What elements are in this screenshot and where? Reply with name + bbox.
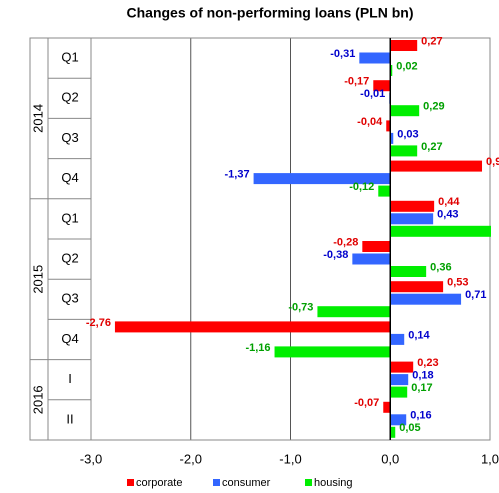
value-label: 0,27 xyxy=(421,35,442,47)
value-label: -0,17 xyxy=(344,76,369,88)
value-label: -2,76 xyxy=(86,317,111,329)
x-tick-label: -2,0 xyxy=(180,451,202,466)
bar xyxy=(390,361,414,373)
value-label: 0,27 xyxy=(421,141,442,153)
value-label: 0,05 xyxy=(399,422,420,434)
value-label: 0,43 xyxy=(437,209,458,221)
legend-swatch xyxy=(127,479,134,486)
value-label: -0,73 xyxy=(288,302,313,314)
value-label: 0,71 xyxy=(465,289,486,301)
x-tick-label: 1,0 xyxy=(481,451,499,466)
value-label: 0,03 xyxy=(397,128,418,140)
bar xyxy=(274,346,391,358)
bar xyxy=(390,414,407,426)
bar xyxy=(390,213,434,225)
value-label: 0,17 xyxy=(411,382,432,394)
bar xyxy=(390,65,393,76)
value-label: -0,12 xyxy=(349,181,374,193)
value-label: -0,38 xyxy=(323,249,348,261)
value-label: 0,92 xyxy=(486,156,499,168)
bar xyxy=(359,52,391,64)
y-tick-label: Q3 xyxy=(61,291,78,306)
value-label: -1,16 xyxy=(245,342,270,354)
chart-title: Changes of non-performing loans (PLN bn) xyxy=(127,5,414,21)
bar xyxy=(390,266,427,277)
bar xyxy=(390,105,420,117)
bar xyxy=(390,40,418,51)
group-label: 2015 xyxy=(30,265,45,294)
value-label: -0,04 xyxy=(357,116,383,128)
bar xyxy=(390,225,491,237)
y-tick-label: II xyxy=(66,411,73,426)
value-label: 0,44 xyxy=(438,196,460,208)
bar xyxy=(373,80,391,92)
bar xyxy=(390,293,462,305)
value-label: -0,28 xyxy=(333,236,358,248)
legend-swatch xyxy=(305,479,312,486)
value-label: -0,31 xyxy=(330,48,355,60)
value-label: 0,29 xyxy=(423,101,444,113)
bar xyxy=(390,132,394,144)
bar xyxy=(383,401,391,413)
value-label: 0,18 xyxy=(412,370,433,382)
legend-label: corporate xyxy=(136,477,182,489)
value-label: -1,37 xyxy=(225,169,250,181)
value-label: 0,53 xyxy=(447,277,468,289)
bar xyxy=(390,200,435,212)
value-label: 0,23 xyxy=(417,357,438,369)
value-label: -0,07 xyxy=(354,397,379,409)
y-tick-label: Q1 xyxy=(61,210,78,225)
y-tick-label: Q4 xyxy=(61,331,78,346)
value-label: 0,16 xyxy=(410,410,431,422)
bar xyxy=(378,185,391,197)
bar xyxy=(352,253,391,265)
value-label: 0,02 xyxy=(396,60,417,72)
group-label: 2014 xyxy=(30,104,45,133)
y-tick-label: I xyxy=(68,371,72,386)
legend-label: housing xyxy=(314,477,353,489)
bar xyxy=(317,306,391,318)
bar xyxy=(253,173,391,185)
category-frame xyxy=(29,37,491,441)
y-tick-label: Q2 xyxy=(61,251,78,266)
legend-label: consumer xyxy=(222,477,271,489)
bar xyxy=(390,145,418,157)
x-tick-label: 0,0 xyxy=(381,451,399,466)
x-tick-label: -3,0 xyxy=(80,451,102,466)
y-tick-label: Q1 xyxy=(61,50,78,65)
value-label: 0,36 xyxy=(430,261,451,273)
legend-swatch xyxy=(213,479,220,486)
bar xyxy=(114,321,391,333)
y-tick-label: Q2 xyxy=(61,90,78,105)
bar xyxy=(390,281,444,293)
bar xyxy=(390,386,408,398)
bar xyxy=(386,120,391,132)
bar xyxy=(390,426,396,438)
bar xyxy=(390,333,405,345)
value-label: 0,14 xyxy=(408,329,430,341)
x-tick-label: -1,0 xyxy=(279,451,301,466)
bar xyxy=(362,241,391,252)
group-label: 2016 xyxy=(30,385,45,414)
bar xyxy=(390,160,483,172)
bar xyxy=(390,374,409,386)
value-label: -0,01 xyxy=(360,88,385,100)
y-tick-label: Q3 xyxy=(61,130,78,145)
y-tick-label: Q4 xyxy=(61,170,78,185)
